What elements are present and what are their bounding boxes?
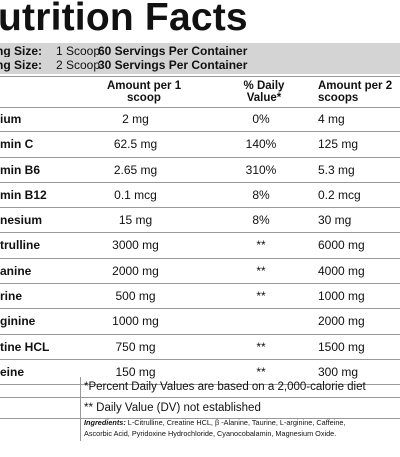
table-row: tine HCL 750 mg ** 1500 mg [0, 335, 400, 360]
ingredients-label: Ingredients: [84, 418, 126, 427]
amount-per-1: 1000 mg [112, 314, 159, 329]
daily-value: 310% [245, 162, 277, 177]
amount-per-2: 0.2 mcg [318, 187, 361, 202]
ingredients-line-2: Ascorbic Acid, Pyridoxine Hydrochloride,… [84, 429, 337, 438]
nutrient-table: ium 2 mg 0% 4 mg min C 62.5 mg 140% 125 … [0, 107, 400, 386]
amount-per-2: 1500 mg [318, 339, 365, 354]
nutrient-name: min B6 [0, 162, 41, 177]
daily-value: ** [256, 238, 266, 253]
table-row: trulline 3000 mg ** 6000 mg [0, 233, 400, 259]
daily-value: 8% [252, 213, 270, 228]
amount-per-1: 500 mg [115, 289, 156, 304]
amount-per-2: 6000 mg [318, 238, 365, 253]
header-amount-per-2: Amount per 2 scoops [318, 80, 393, 104]
amount-per-1: 150 mg [115, 364, 156, 379]
serving-amount: 1 Scoop [56, 44, 101, 58]
nutrient-name: min B12 [0, 187, 47, 202]
footnote: ** Daily Value (DV) not established [0, 398, 400, 419]
amount-per-2: 5.3 mg [318, 162, 355, 177]
amount-per-1: 2000 mg [112, 263, 159, 278]
table-header: Amount per 1 scoop % Daily Value* Amount… [0, 76, 400, 108]
daily-value: ** [256, 339, 266, 354]
nutrient-name: trulline [0, 238, 41, 253]
amount-per-1: 15 mg [118, 213, 153, 228]
servings-per-container: 60 Servings Per Container [98, 44, 248, 58]
nutrient-name: nesium [0, 213, 43, 228]
daily-value: 8% [252, 187, 270, 202]
table-row: min C 62.5 mg 140% 125 mg [0, 132, 400, 158]
nutrient-name: eine [0, 364, 25, 379]
servings-per-container: 30 Servings Per Container [98, 58, 248, 72]
serving-size-row-2: ving Size: 2 Scoop 30 Servings Per Conta… [0, 57, 400, 74]
amount-per-2: 4000 mg [318, 263, 365, 278]
header-amount-per-1: Amount per 1 scoop [107, 80, 182, 104]
table-row: anine 2000 mg ** 4000 mg [0, 259, 400, 285]
notes-divider [80, 377, 81, 441]
table-row: ginine 1000 mg 2000 mg [0, 309, 400, 335]
amount-per-2: 300 mg [318, 364, 359, 379]
amount-per-2: 125 mg [318, 137, 359, 152]
table-row: eine 150 mg ** 300 mg [0, 360, 400, 386]
amount-per-1: 750 mg [115, 339, 156, 354]
table-row: ium 2 mg 0% 4 mg [0, 107, 400, 133]
nutrient-name: rine [0, 289, 23, 304]
amount-per-2: 4 mg [318, 112, 345, 126]
amount-per-1: 2.65 mg [113, 162, 158, 177]
page-title: utrition Facts [0, 0, 248, 39]
nutrient-name: ium [0, 112, 22, 126]
amount-per-2: 2000 mg [318, 314, 365, 329]
footnotes: *Percent Daily Values are based on a 2,0… [0, 377, 400, 419]
daily-value: ** [256, 364, 266, 379]
table-row: min B6 2.65 mg 310% 5.3 mg [0, 158, 400, 183]
amount-per-2: 30 mg [318, 213, 352, 228]
serving-size-row-1: ving Size: 1 Scoop 60 Servings Per Conta… [0, 43, 400, 59]
serving-size-label: ving Size: [0, 44, 43, 58]
nutrient-name: anine [0, 263, 32, 278]
nutrient-name: min C [0, 137, 34, 152]
amount-per-1: 62.5 mg [113, 137, 158, 152]
table-row: rine 500 mg ** 1000 mg [0, 284, 400, 310]
footnote: *Percent Daily Values are based on a 2,0… [0, 377, 400, 398]
header-daily-value: % Daily Value* [243, 80, 285, 104]
nutrient-name: tine HCL [0, 339, 50, 354]
daily-value: ** [256, 289, 266, 304]
amount-per-1: 3000 mg [112, 238, 159, 253]
nutrient-name: ginine [0, 314, 36, 329]
daily-value: 0% [252, 112, 270, 126]
table-row: nesium 15 mg 8% 30 mg [0, 208, 400, 234]
ingredients-line-1: L-Citrulline, Creatine HCL, β -Alanine, … [127, 418, 346, 427]
ingredients: Ingredients: L-Citrulline, Creatine HCL,… [84, 417, 400, 439]
amount-per-1: 0.1 mcg [114, 187, 157, 202]
serving-amount: 2 Scoop [56, 58, 101, 72]
daily-value: ** [256, 263, 266, 278]
daily-value: 140% [245, 137, 277, 152]
serving-size-label: ving Size: [0, 58, 43, 72]
amount-per-2: 1000 mg [318, 289, 365, 304]
table-row: min B12 0.1 mcg 8% 0.2 mcg [0, 183, 400, 209]
amount-per-1: 2 mg [122, 112, 149, 126]
